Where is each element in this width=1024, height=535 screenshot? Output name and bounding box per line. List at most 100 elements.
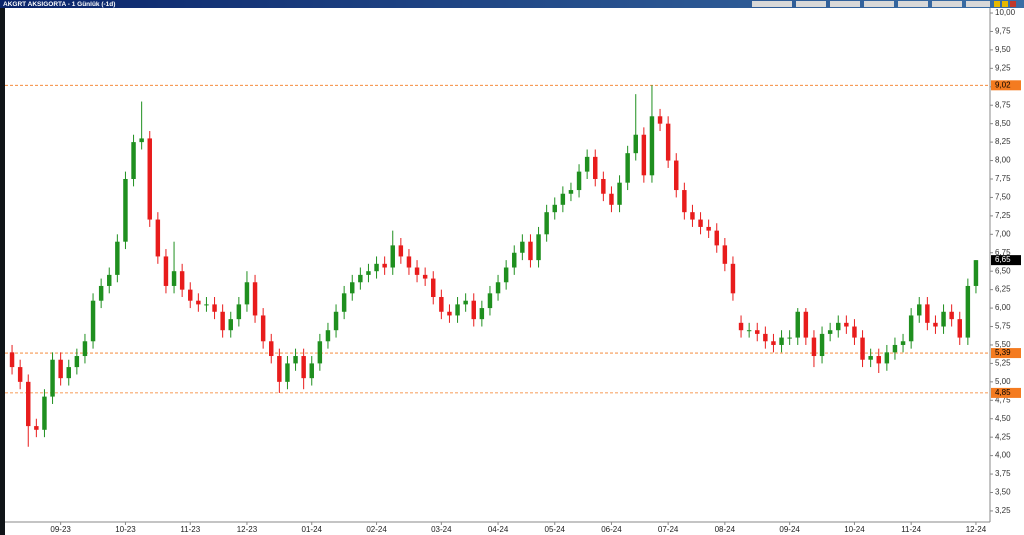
candle-body xyxy=(431,278,436,298)
side-toolbar[interactable] xyxy=(0,8,5,535)
candle-body xyxy=(382,263,387,268)
window-button[interactable] xyxy=(1010,1,1016,7)
candle-body xyxy=(633,134,638,154)
y-tick-label: 9,50 xyxy=(995,45,1011,54)
candle-body xyxy=(584,156,590,172)
y-tick-label: 8,00 xyxy=(995,156,1011,165)
x-tick-label: 09-24 xyxy=(779,525,800,534)
candle-body xyxy=(455,304,460,316)
x-tick-label: 04-24 xyxy=(488,525,509,534)
toolbar-button[interactable] xyxy=(932,1,962,7)
candle-body xyxy=(179,271,185,290)
candle-body xyxy=(439,297,444,312)
title-bar xyxy=(0,0,1024,8)
candle-body xyxy=(665,123,671,161)
x-tick-label: 01-24 xyxy=(302,525,323,534)
toolbar-button[interactable] xyxy=(752,1,792,7)
candle-body xyxy=(317,341,323,364)
level-label: 9,02 xyxy=(995,80,1011,89)
candle-body xyxy=(358,274,363,283)
candle-body xyxy=(536,234,541,261)
y-tick-label: 8,50 xyxy=(995,119,1011,128)
candle-body xyxy=(204,304,209,306)
candle-body xyxy=(422,274,428,279)
candle-body xyxy=(479,308,485,320)
candle-body xyxy=(471,300,476,320)
candle-body xyxy=(131,142,136,179)
candle-body xyxy=(949,311,954,320)
level-box xyxy=(991,80,1021,91)
y-tick-label: 5,75 xyxy=(995,322,1011,331)
candle-body xyxy=(690,212,695,220)
candle-body xyxy=(374,263,379,272)
candle-body xyxy=(925,304,930,323)
y-tick-label: 8,25 xyxy=(995,137,1011,146)
y-tick-label: 5,00 xyxy=(995,377,1011,386)
y-tick-label: 4,00 xyxy=(995,451,1011,460)
candle-body xyxy=(220,311,225,331)
candle-body xyxy=(884,352,890,364)
candle-body xyxy=(528,241,533,261)
level-box xyxy=(991,387,1021,398)
y-tick-label: 3,50 xyxy=(995,488,1011,497)
window-button[interactable] xyxy=(1002,1,1008,7)
candle-body xyxy=(236,304,242,320)
candle-body xyxy=(147,138,152,220)
x-tick-label: 09-23 xyxy=(50,525,71,534)
candle-body xyxy=(34,426,39,430)
candle-body xyxy=(795,311,800,338)
candle-body xyxy=(649,116,655,176)
candle-body xyxy=(892,344,898,353)
candle-body xyxy=(706,226,711,231)
candle-body xyxy=(325,330,331,342)
x-tick-label: 11-24 xyxy=(901,525,921,534)
candle-body xyxy=(933,322,938,327)
candle-body xyxy=(414,267,420,275)
candle-body xyxy=(844,322,849,327)
candle-body xyxy=(641,134,647,176)
candle-body xyxy=(260,315,266,342)
toolbar[interactable] xyxy=(752,1,1016,7)
candle-body xyxy=(66,367,71,379)
candle-body xyxy=(123,178,128,242)
candle-body xyxy=(406,256,412,268)
toolbar-button[interactable] xyxy=(864,1,894,7)
toolbar-button[interactable] xyxy=(966,1,990,7)
y-tick-label: 9,25 xyxy=(995,63,1011,72)
candle-body xyxy=(836,322,841,331)
candle-body xyxy=(17,367,23,382)
candle-body xyxy=(212,304,217,312)
candle-body xyxy=(722,245,728,264)
candle-body xyxy=(965,285,971,338)
candle-body xyxy=(763,333,768,342)
candle-body xyxy=(908,315,914,342)
candle-body xyxy=(9,352,15,368)
candle-body xyxy=(917,304,922,316)
candle-body xyxy=(698,219,703,227)
y-tick-label: 3,75 xyxy=(995,469,1011,478)
y-tick-label: 5,50 xyxy=(995,340,1011,349)
toolbar-button[interactable] xyxy=(796,1,826,7)
x-tick-label: 02-24 xyxy=(366,525,387,534)
y-tick-label: 8,75 xyxy=(995,100,1011,109)
toolbar-button[interactable] xyxy=(830,1,860,7)
candle-body xyxy=(738,322,744,331)
candle-body xyxy=(730,263,736,294)
toolbar-button[interactable] xyxy=(898,1,928,7)
x-tick-label: 10-23 xyxy=(115,525,136,534)
x-tick-label: 12-23 xyxy=(237,525,258,534)
candle-body xyxy=(520,241,525,253)
y-tick-label: 5,25 xyxy=(995,359,1011,368)
candle-body xyxy=(503,267,509,283)
chart-title: AKGRT AKSIGORTA - 1 Günlük (-1d) xyxy=(3,1,115,8)
candle-body xyxy=(617,182,622,205)
y-tick-label: 4,75 xyxy=(995,395,1011,404)
candle-body xyxy=(973,260,979,286)
candle-body xyxy=(277,356,282,382)
x-tick-label: 05-24 xyxy=(545,525,566,534)
window-button[interactable] xyxy=(994,1,1000,7)
candle-body xyxy=(657,116,663,124)
candle-body xyxy=(601,178,606,194)
candle-body xyxy=(333,311,339,331)
